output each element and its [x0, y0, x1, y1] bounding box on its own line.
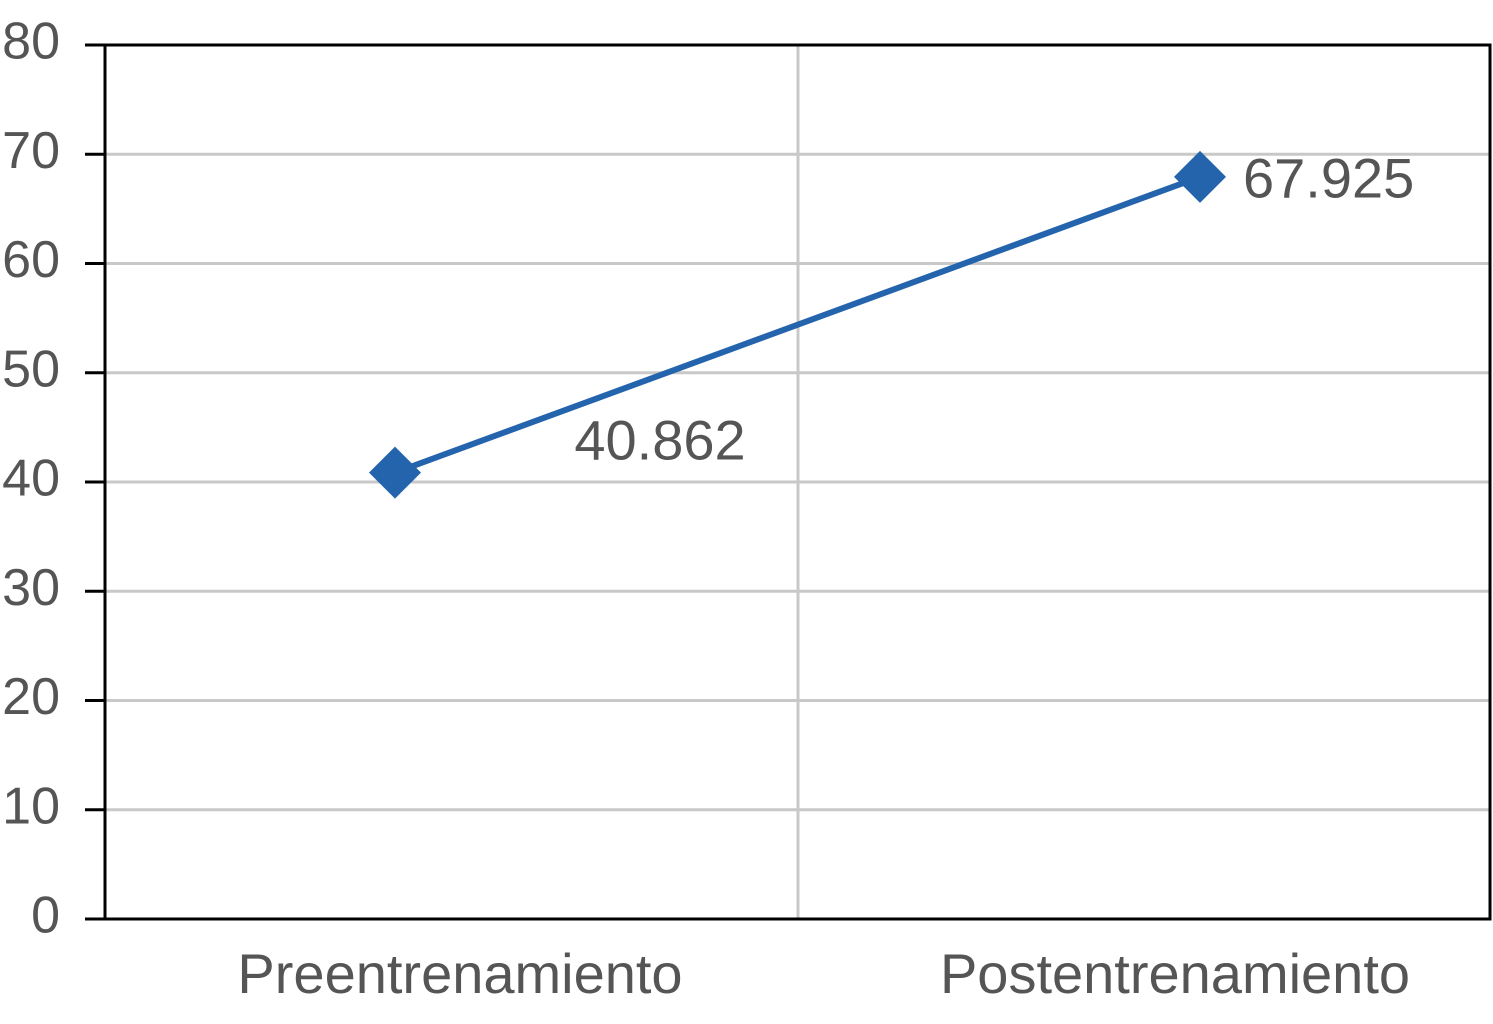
y-tick-label: 10	[2, 777, 60, 835]
marker	[1174, 150, 1226, 203]
y-tick-label: 80	[2, 13, 60, 71]
y-tick-label: 60	[2, 231, 60, 289]
y-tick-label: 30	[2, 559, 60, 617]
data-label: 40.862	[574, 408, 745, 471]
y-tick-label: 70	[2, 122, 60, 180]
x-tick-label: Preentrenamiento	[237, 942, 682, 1005]
y-tick-label: 20	[2, 668, 60, 726]
data-label: 67.925	[1243, 147, 1414, 210]
marker	[369, 446, 421, 499]
plot-frame	[103, 43, 1492, 921]
y-tick-label: 0	[31, 887, 60, 945]
line	[393, 174, 1202, 476]
x-tick-label: Postentrenamiento	[940, 942, 1410, 1005]
y-tick-label: 40	[2, 450, 60, 508]
y-tick-label: 50	[2, 340, 60, 398]
